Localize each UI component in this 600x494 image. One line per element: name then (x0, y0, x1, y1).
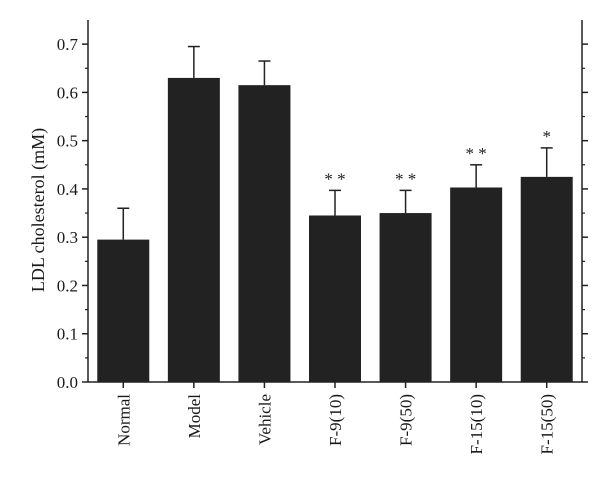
x-category-label: Vehicle (255, 394, 274, 445)
x-category-label: F-9(50) (397, 394, 416, 446)
x-category-label: Model (185, 394, 204, 439)
y-tick-label: 0.1 (57, 325, 78, 344)
y-tick-label: 0.6 (57, 83, 78, 102)
x-category-labels: Normal Model Vehicle F-9(10) F-9(50) F-15(10)… (114, 382, 557, 454)
y-ticks: 0.0 0.1 0.2 0.3 0.4 0.5 0.6 0.7 (57, 35, 588, 392)
bar-f-15-50- (520, 176, 573, 382)
error-bars (117, 45, 553, 240)
y-tick-label: 0.4 (57, 180, 79, 199)
x-category-label: F-9(10) (326, 394, 345, 446)
y-tick-label: 0.3 (57, 228, 78, 247)
y-tick-label: 0.2 (57, 276, 78, 295)
significance-label: * * (395, 169, 416, 188)
bar-f-9-50- (379, 213, 432, 382)
bar-normal (97, 239, 150, 382)
bar-f-15-10- (450, 187, 503, 382)
significance-labels: * * * * * * * (324, 127, 551, 188)
y-axis-title: LDL cholesterol (mM) (28, 128, 49, 292)
bar-model (167, 77, 220, 383)
y-tick-label: 0.7 (57, 35, 79, 54)
significance-label: * * (466, 144, 487, 163)
bar-f-9-10- (309, 215, 361, 382)
significance-label: * * (324, 169, 345, 188)
bars (97, 77, 573, 383)
significance-label: * (542, 127, 551, 146)
x-category-label: F-15(10) (467, 394, 486, 454)
x-category-label: F-15(50) (538, 394, 557, 454)
y-tick-label: 0.5 (57, 132, 78, 151)
bar-vehicle (238, 85, 291, 382)
x-category-label: Normal (114, 394, 133, 446)
y-tick-label: 0.0 (57, 373, 78, 392)
